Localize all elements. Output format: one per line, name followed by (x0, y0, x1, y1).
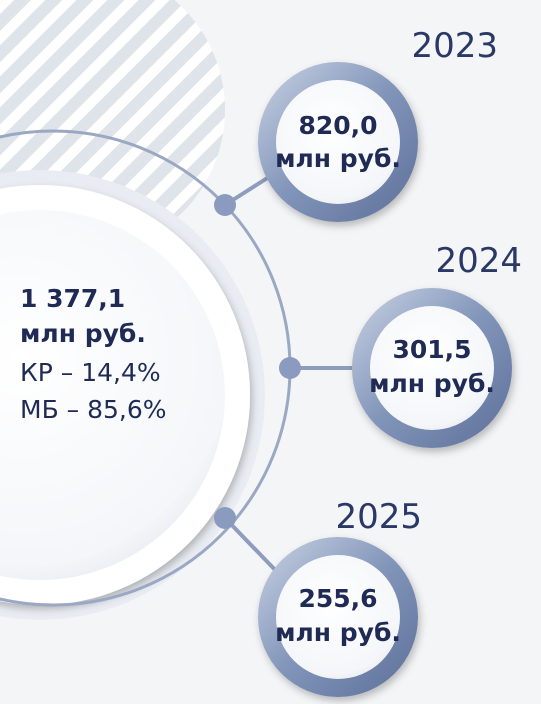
year-label: 2024 (435, 241, 522, 281)
year-unit: млн руб. (275, 144, 401, 173)
share-line: КР – 14,4% (20, 358, 161, 387)
inner-disk (0, 210, 225, 580)
year-unit: млн руб. (275, 618, 401, 647)
total-value: 1 377,1 (20, 284, 125, 313)
year-label: 2025 (335, 497, 422, 537)
year-circle (258, 537, 418, 697)
share-line: МБ – 85,6% (20, 395, 167, 424)
year-unit: млн руб. (369, 369, 495, 398)
year-value: 255,6 (298, 584, 377, 613)
year-value: 301,5 (392, 335, 471, 364)
year-label: 2023 (411, 26, 498, 66)
year-circle (352, 288, 512, 448)
connector-dots (214, 194, 301, 529)
year-circle (258, 62, 418, 222)
total-unit: млн руб. (20, 319, 146, 348)
year-value: 820,0 (298, 111, 377, 140)
